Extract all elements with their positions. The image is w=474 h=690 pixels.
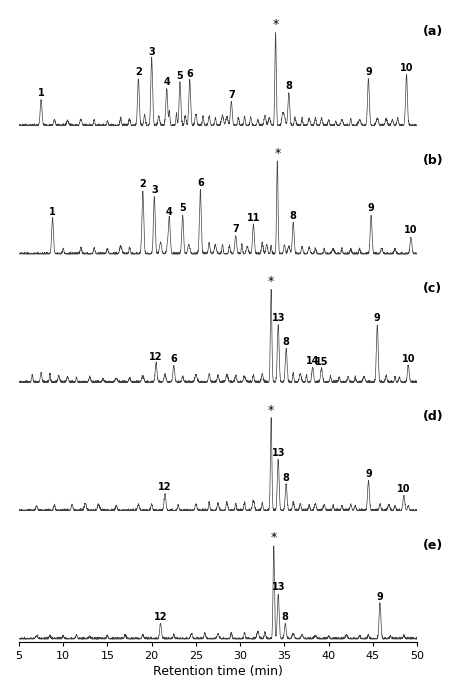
Text: 3: 3: [148, 47, 155, 57]
Text: 7: 7: [232, 224, 239, 234]
Text: 8: 8: [285, 81, 292, 91]
Text: 11: 11: [246, 213, 260, 223]
Text: 9: 9: [376, 591, 383, 602]
Text: 1: 1: [49, 207, 56, 217]
Text: 9: 9: [365, 68, 372, 77]
Text: 8: 8: [290, 210, 297, 221]
Text: *: *: [274, 147, 281, 160]
Text: 8: 8: [282, 612, 289, 622]
Text: 4: 4: [166, 207, 173, 217]
Text: *: *: [273, 18, 279, 31]
Text: 14: 14: [306, 355, 319, 366]
Text: (d): (d): [423, 411, 444, 423]
Text: 8: 8: [283, 473, 290, 483]
Text: (a): (a): [423, 26, 443, 38]
Text: 13: 13: [272, 448, 285, 458]
Text: 5: 5: [179, 204, 186, 213]
Text: 12: 12: [149, 352, 163, 362]
Text: 10: 10: [401, 354, 415, 364]
Text: 13: 13: [272, 582, 285, 592]
Text: 5: 5: [177, 71, 183, 81]
Text: 2: 2: [139, 179, 146, 189]
Text: 12: 12: [154, 612, 167, 622]
Text: 9: 9: [365, 469, 372, 480]
Text: 10: 10: [400, 63, 413, 72]
Text: 4: 4: [164, 77, 170, 87]
Text: 9: 9: [374, 313, 381, 323]
Text: 3: 3: [151, 185, 158, 195]
Text: 8: 8: [283, 337, 290, 347]
Text: 13: 13: [272, 313, 285, 323]
Text: 15: 15: [315, 357, 328, 366]
Text: *: *: [268, 275, 274, 288]
Text: 10: 10: [404, 226, 418, 235]
Text: 7: 7: [228, 90, 235, 99]
Text: (e): (e): [423, 539, 443, 551]
Text: (b): (b): [423, 154, 444, 166]
Text: 1: 1: [38, 88, 45, 98]
Text: 2: 2: [135, 68, 142, 77]
Text: *: *: [268, 404, 274, 417]
Text: 10: 10: [397, 484, 410, 494]
Text: 9: 9: [368, 204, 374, 213]
Text: 6: 6: [171, 354, 177, 364]
Text: 6: 6: [197, 177, 204, 188]
Text: (c): (c): [423, 282, 442, 295]
Text: 12: 12: [158, 482, 172, 492]
Text: 6: 6: [186, 69, 193, 79]
Text: *: *: [271, 531, 277, 544]
X-axis label: Retention time (min): Retention time (min): [153, 665, 283, 678]
